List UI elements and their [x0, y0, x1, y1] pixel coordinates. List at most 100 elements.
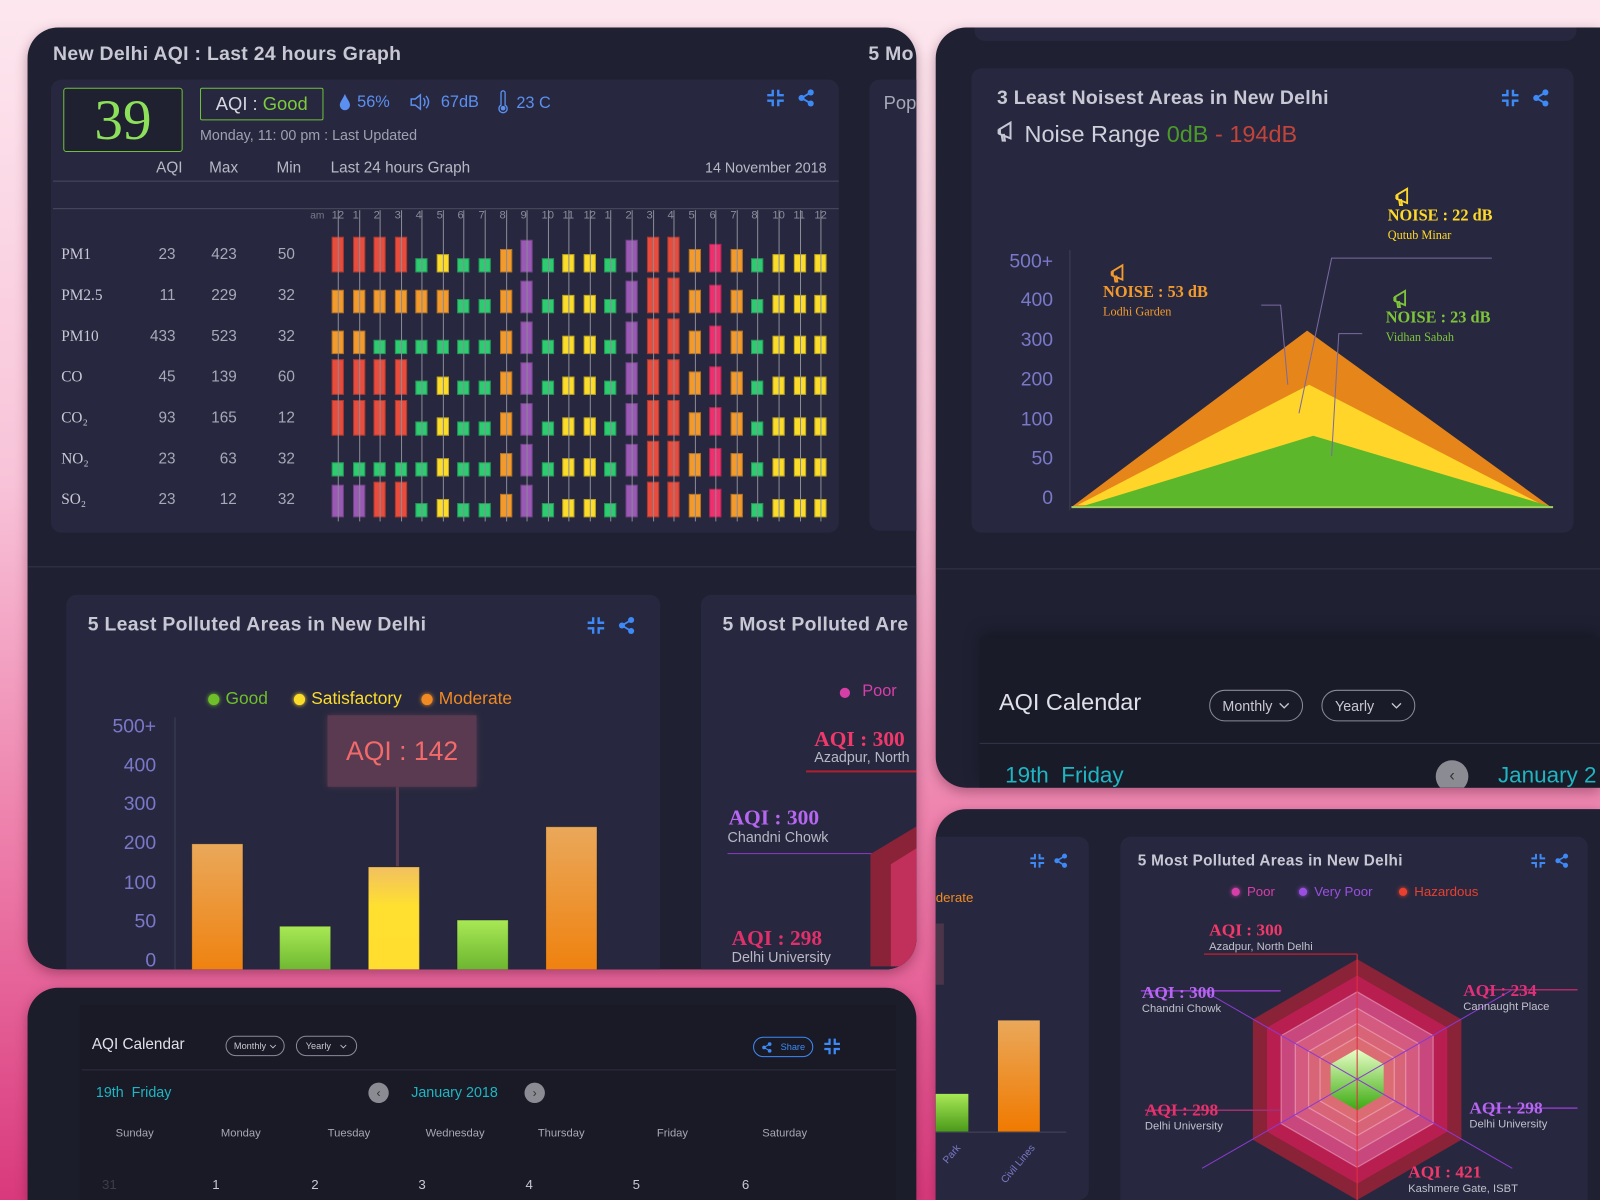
noise-range-min: 0dB [1166, 120, 1209, 147]
aqi-label: AQI : 298 [1144, 1099, 1219, 1120]
calendar-date[interactable]: 6 [741, 1176, 750, 1192]
prev-month-button[interactable]: ‹ [368, 1082, 389, 1104]
yearly-dropdown[interactable]: Yearly [1321, 689, 1416, 722]
humidity-drop-icon [339, 93, 350, 111]
pollutant-name: NO₂ [61, 451, 89, 468]
radar-axis [1201, 989, 1513, 1169]
aqi-hour-bar [541, 339, 554, 355]
bar [545, 826, 598, 970]
y-tick-label: 400 [123, 755, 157, 777]
legend-dot [1231, 887, 1240, 896]
share-icon[interactable] [1053, 853, 1068, 868]
hour-label: 8 [751, 209, 758, 222]
aqi-label: AQI : 234 [1463, 980, 1537, 1000]
aqi-hour-bar [793, 498, 806, 518]
share-button[interactable]: Share [753, 1036, 814, 1058]
pollutant-min: 32 [277, 449, 295, 468]
aqi-hour-bar [394, 462, 407, 477]
aqi-hour-bar [667, 318, 680, 355]
hour-label: 1 [604, 209, 611, 222]
calendar-date[interactable]: 31 [102, 1176, 117, 1192]
place-label: Delhi University [1469, 1118, 1548, 1131]
header-aqi: AQI [156, 159, 183, 177]
calendar-date[interactable]: 4 [525, 1176, 533, 1192]
aqi-label: AQI : 421 [1408, 1162, 1482, 1182]
aqi-graph-title: New Delhi AQI : Last 24 hours Graph [53, 43, 402, 66]
divider [81, 1069, 896, 1071]
divider [53, 180, 839, 182]
compress-icon[interactable] [823, 1038, 840, 1055]
prev-month-button[interactable]: ‹ [1435, 760, 1469, 788]
y-axis [1069, 249, 1071, 511]
aqi-label: AQI : 300 [1141, 982, 1216, 1003]
aqi-hour-bar [352, 289, 365, 314]
legend-dot [1298, 887, 1308, 896]
hour-label: 5 [688, 209, 695, 222]
aqi-hour-bar [478, 421, 491, 436]
noise-area-vidhan-sabah [1079, 435, 1554, 508]
calendar-date[interactable]: 5 [632, 1176, 641, 1192]
radar-chart-partial [870, 826, 917, 967]
hour-gridline [631, 210, 633, 522]
hour-label: 3 [646, 209, 653, 222]
pollutant-name: SO₂ [61, 491, 87, 509]
aqi-hour-bar [709, 325, 722, 355]
calendar-date[interactable]: 3 [418, 1176, 426, 1192]
weekday-label: Thursday [537, 1127, 585, 1140]
weekday-label: Monday [220, 1127, 261, 1140]
aqi-hour-bar [667, 359, 680, 395]
aqi-hour-bar [541, 258, 554, 273]
legend-dot [293, 693, 306, 706]
hour-prefix: am [310, 210, 325, 222]
hour-gridline [484, 210, 486, 522]
share-label: Share [780, 1041, 806, 1053]
place-label: Cannaught Place [1463, 1001, 1550, 1014]
header-max: Max [209, 159, 239, 177]
hour-gridline [652, 210, 654, 522]
aqi-hour-bar [751, 421, 764, 436]
last-updated: Monday, 11: 00 pm : Last Updated [199, 126, 418, 143]
pollutant-min: 50 [277, 245, 295, 264]
monthly-label: Monthly [233, 1040, 267, 1052]
aqi-status-badge: AQI : Good [199, 87, 324, 121]
aqi-hour-bar [331, 236, 344, 273]
calendar-date[interactable]: 2 [311, 1176, 319, 1192]
monthly-dropdown[interactable]: Monthly [1209, 689, 1304, 722]
share-icon[interactable] [797, 89, 815, 107]
monthly-dropdown[interactable]: Monthly [225, 1035, 285, 1057]
aqi-hour-bar [709, 488, 722, 518]
hour-label: 8 [499, 209, 506, 222]
pollutant-aqi: 433 [149, 327, 176, 345]
calendar-title: AQI Calendar [998, 688, 1142, 716]
yearly-dropdown[interactable]: Yearly [295, 1035, 358, 1057]
pollutant-min: 12 [277, 409, 295, 427]
place-label: Chandni Chowk [1141, 1003, 1222, 1016]
pollutant-name: CO [61, 369, 83, 386]
share-icon [761, 1041, 772, 1052]
aqi-hour-bar [331, 484, 344, 518]
bar [279, 925, 332, 970]
aqi-hour-bar [583, 376, 596, 395]
hour-gridline [400, 210, 402, 522]
aqi-hour-bar [667, 440, 680, 477]
pollutant-name: PM2.5 [61, 287, 103, 305]
compress-icon[interactable] [1030, 853, 1045, 868]
aqi-hour-bar [394, 236, 407, 273]
noise-place: Vidhan Sabah [1385, 329, 1455, 344]
aqi-calendar-panel-top: AQI Calendar Monthly Yearly 19th Friday … [979, 637, 1600, 788]
noise-value: NOISE : 53 dB [1103, 283, 1208, 302]
aqi-hour-bar [541, 462, 554, 477]
yearly-label: Yearly [1334, 697, 1375, 714]
pollutant-max: 229 [211, 286, 237, 305]
leader-line [1261, 304, 1289, 385]
hour-label: 11 [793, 209, 805, 221]
aqi-hour-bar [793, 254, 806, 273]
hour-gridline [820, 210, 822, 522]
next-month-button[interactable]: › [524, 1082, 545, 1104]
aqi-hour-bar [394, 289, 407, 314]
hour-label: 6 [709, 209, 716, 222]
calendar-date[interactable]: 1 [212, 1176, 220, 1192]
pollutant-min: 60 [277, 368, 295, 386]
hour-gridline [463, 210, 465, 522]
compress-icon[interactable] [766, 89, 784, 107]
